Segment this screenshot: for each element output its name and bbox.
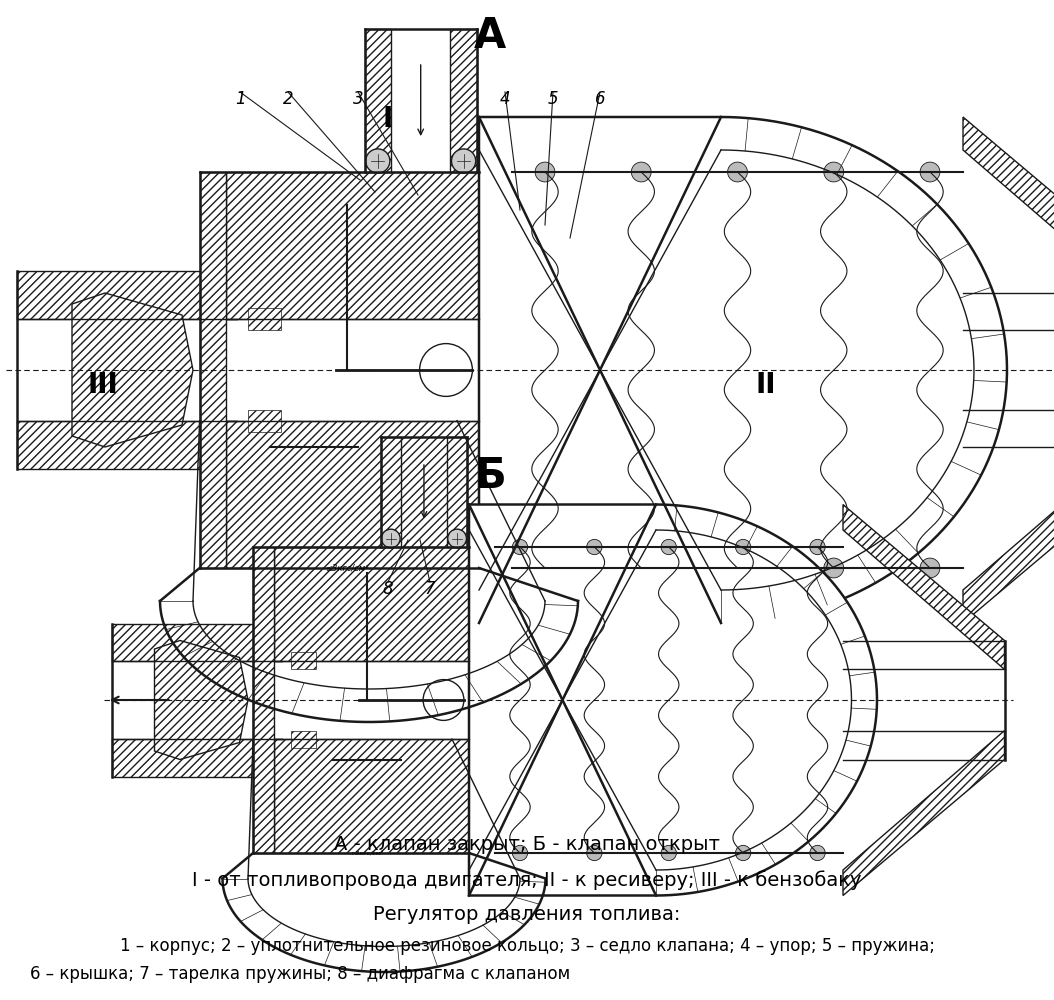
Circle shape xyxy=(512,539,528,555)
Circle shape xyxy=(631,162,651,182)
Polygon shape xyxy=(843,731,1004,896)
Text: 3: 3 xyxy=(353,90,364,108)
Circle shape xyxy=(920,558,940,578)
Circle shape xyxy=(382,529,401,548)
Polygon shape xyxy=(365,29,391,172)
Circle shape xyxy=(423,680,464,720)
Polygon shape xyxy=(963,117,1054,330)
Polygon shape xyxy=(273,739,469,853)
Text: III: III xyxy=(87,371,118,399)
Polygon shape xyxy=(226,172,479,319)
Text: А - клапан закрыт; Б - клапан открыт: А - клапан закрыт; Б - клапан открыт xyxy=(334,835,720,854)
Text: А: А xyxy=(474,15,506,57)
Circle shape xyxy=(736,845,750,861)
Circle shape xyxy=(631,558,651,578)
Circle shape xyxy=(661,539,677,555)
Circle shape xyxy=(824,162,843,182)
Text: 4: 4 xyxy=(500,90,510,108)
Text: I: I xyxy=(383,105,393,133)
Text: >3кгс/см²: >3кгс/см² xyxy=(351,850,384,856)
Text: 2: 2 xyxy=(282,90,293,108)
Circle shape xyxy=(920,162,940,182)
Circle shape xyxy=(419,344,472,396)
Circle shape xyxy=(535,162,554,182)
Text: I - от топливопровода двигателя; II - к ресиверу; III - к бензобаку: I - от топливопровода двигателя; II - к … xyxy=(192,870,862,890)
Polygon shape xyxy=(248,410,281,432)
Text: 5: 5 xyxy=(548,90,559,108)
Circle shape xyxy=(727,162,747,182)
Circle shape xyxy=(587,845,602,861)
Polygon shape xyxy=(226,421,479,568)
Circle shape xyxy=(451,149,475,173)
Polygon shape xyxy=(72,293,193,447)
Text: 6: 6 xyxy=(594,90,605,108)
Polygon shape xyxy=(291,731,316,748)
Text: ≤3кгс/см²: ≤3кгс/см² xyxy=(326,564,369,572)
Polygon shape xyxy=(17,421,237,469)
Polygon shape xyxy=(479,117,1007,623)
Polygon shape xyxy=(253,547,273,853)
Circle shape xyxy=(824,558,843,578)
Circle shape xyxy=(809,539,825,555)
Circle shape xyxy=(448,529,467,548)
Polygon shape xyxy=(199,172,226,568)
Polygon shape xyxy=(273,547,469,661)
Polygon shape xyxy=(248,308,281,330)
Polygon shape xyxy=(447,436,467,547)
Polygon shape xyxy=(380,436,401,547)
Text: Б: Б xyxy=(474,455,506,497)
Text: Регулятор давления топлива:: Регулятор давления топлива: xyxy=(373,905,681,924)
Text: 1 – корпус; 2 – уплотнительное резиновое кольцо; 3 – седло клапана; 4 – упор; 5 : 1 – корпус; 2 – уплотнительное резиновое… xyxy=(119,937,935,955)
Circle shape xyxy=(366,149,390,173)
Circle shape xyxy=(661,845,677,861)
Circle shape xyxy=(736,539,750,555)
Circle shape xyxy=(727,558,747,578)
Text: 6 – крышка; 7 – тарелка пружины; 8 – диафрагма с клапаном: 6 – крышка; 7 – тарелка пружины; 8 – диа… xyxy=(30,965,570,983)
Polygon shape xyxy=(469,504,877,896)
Circle shape xyxy=(535,558,554,578)
Text: 1: 1 xyxy=(235,90,246,108)
Polygon shape xyxy=(112,739,282,776)
Polygon shape xyxy=(112,624,282,661)
Polygon shape xyxy=(963,410,1054,623)
Polygon shape xyxy=(291,652,316,669)
Polygon shape xyxy=(843,504,1004,669)
Text: 8: 8 xyxy=(383,580,393,598)
Circle shape xyxy=(809,845,825,861)
Polygon shape xyxy=(17,271,237,319)
Polygon shape xyxy=(450,29,476,172)
Circle shape xyxy=(512,845,528,861)
Text: 7: 7 xyxy=(425,580,435,598)
Polygon shape xyxy=(155,641,248,760)
Text: II: II xyxy=(755,371,776,399)
Circle shape xyxy=(587,539,602,555)
